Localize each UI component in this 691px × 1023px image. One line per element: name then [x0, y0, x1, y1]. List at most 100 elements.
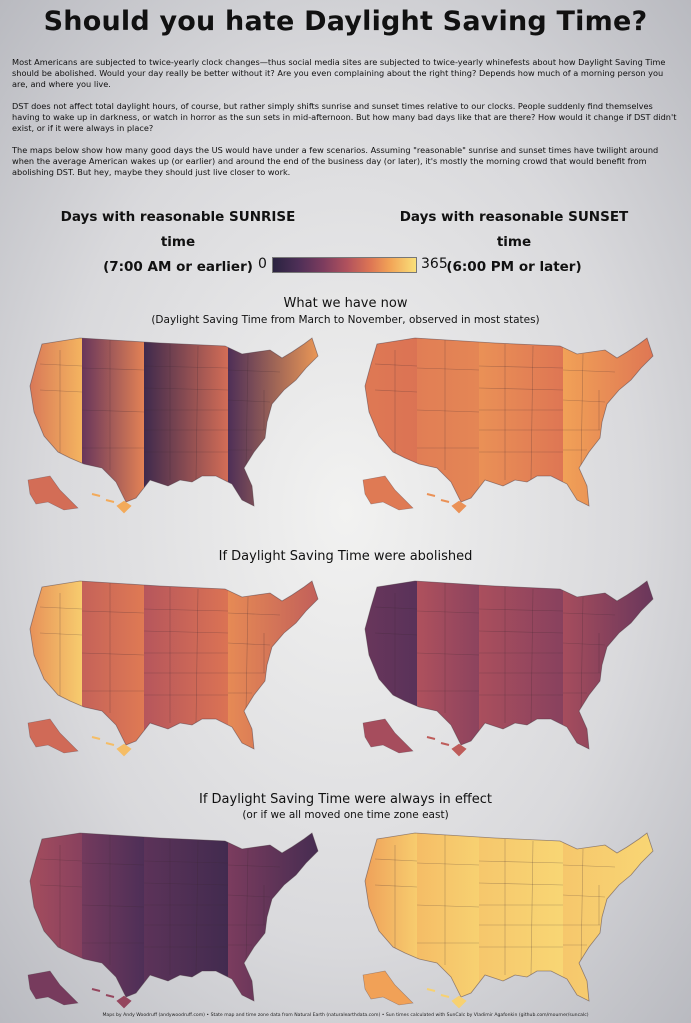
contiguous-us — [365, 581, 653, 749]
map-always-sunrise — [27, 832, 319, 1009]
state-border — [374, 884, 418, 888]
state-border — [39, 606, 83, 610]
us-outline — [29, 337, 319, 507]
alaska — [27, 970, 79, 1006]
state-border — [81, 652, 145, 656]
state-border — [143, 882, 229, 886]
state-border — [530, 840, 534, 976]
state-border — [478, 630, 564, 634]
time-zone-eastern — [563, 338, 653, 506]
page-title: Should you hate Daylight Saving Time? — [43, 6, 648, 37]
state-border — [416, 610, 480, 614]
state-border — [580, 848, 584, 966]
state-border — [81, 409, 145, 413]
time-zone-eastern — [563, 833, 653, 1001]
state-border — [39, 858, 83, 862]
map-abolished-sunrise — [27, 580, 319, 757]
section-subtitle-now: (Daylight Saving Time from March to Nove… — [151, 314, 540, 326]
contiguous-us — [30, 338, 318, 506]
state-border — [562, 399, 606, 403]
state-border — [227, 399, 271, 403]
time-zone-central — [479, 338, 563, 506]
time-zone-eastern — [563, 581, 653, 749]
state-border — [227, 894, 271, 898]
state-border — [81, 367, 145, 371]
intro-paragraph: The maps below show how many good days t… — [12, 145, 659, 177]
state-border — [562, 369, 616, 373]
us-outline — [364, 832, 654, 1002]
sunrise-column-heading: Days with reasonable SUNRISE time (7:00 … — [48, 205, 308, 280]
state-border — [195, 588, 199, 724]
state-border — [143, 630, 229, 634]
time-zone-mountain — [82, 338, 144, 506]
legend-max-label: 365 — [421, 256, 448, 272]
state-border — [478, 365, 564, 369]
alaska — [362, 475, 414, 511]
state-border — [416, 367, 480, 371]
state-border — [562, 642, 606, 646]
us-outline — [29, 832, 319, 1002]
state-border — [143, 860, 229, 864]
hawaii — [426, 493, 467, 514]
legend-color-ramp — [272, 257, 417, 273]
state-border — [416, 409, 480, 413]
state-border — [39, 884, 83, 888]
us-outline — [364, 337, 654, 507]
state-border — [562, 894, 606, 898]
contiguous-us — [30, 833, 318, 1001]
state-border — [374, 858, 418, 862]
sunset-column-heading: Days with reasonable SUNSET time (6:00 P… — [384, 205, 644, 280]
section-title-always: If Daylight Saving Time were always in e… — [198, 792, 493, 807]
state-border — [245, 596, 249, 714]
section-title-abolished: If Daylight Saving Time were abolished — [218, 549, 473, 564]
time-zone-eastern — [228, 338, 318, 506]
alaska — [27, 475, 79, 511]
state-border — [416, 862, 480, 866]
state-border — [374, 606, 418, 610]
contiguous-us — [30, 581, 318, 749]
intro-text: Most Americans are subjected to twice-ye… — [12, 57, 679, 189]
time-zone-central — [144, 581, 228, 749]
map-abolished-sunset — [362, 580, 654, 757]
state-border — [530, 345, 534, 481]
state-border — [195, 840, 199, 976]
intro-paragraph: Most Americans are subjected to twice-ye… — [12, 57, 666, 89]
state-border — [143, 608, 229, 612]
time-zone-mountain — [82, 833, 144, 1001]
legend-min-label: 0 — [258, 256, 267, 272]
state-border — [81, 862, 145, 866]
contiguous-us — [365, 833, 653, 1001]
alaska — [27, 718, 79, 754]
state-border — [227, 864, 281, 868]
state-border — [195, 345, 199, 481]
state-border — [374, 363, 418, 367]
state-border — [416, 652, 480, 656]
time-zone-eastern — [228, 581, 318, 749]
time-zone-central — [479, 833, 563, 1001]
sunset-heading-line2: (6:00 PM or later) — [446, 259, 582, 275]
state-border — [416, 904, 480, 908]
state-border — [227, 612, 281, 616]
state-border — [562, 612, 616, 616]
state-border — [143, 387, 229, 391]
us-outline — [29, 580, 319, 750]
state-border — [227, 369, 281, 373]
state-border — [478, 882, 564, 886]
state-border — [478, 860, 564, 864]
time-zone-central — [479, 581, 563, 749]
sunrise-heading-line1: Days with reasonable SUNRISE time — [60, 209, 296, 250]
time-zone-central — [144, 833, 228, 1001]
hawaii — [91, 736, 132, 757]
state-border — [39, 363, 83, 367]
map-always-sunset — [362, 832, 654, 1009]
time-zone-eastern — [228, 833, 318, 1001]
state-border — [478, 387, 564, 391]
state-border — [245, 848, 249, 966]
color-legend: 0 365 — [258, 255, 448, 273]
state-border — [81, 610, 145, 614]
section-title-now: What we have now — [283, 296, 408, 311]
state-border — [580, 353, 584, 471]
state-border — [530, 588, 534, 724]
contiguous-us — [365, 338, 653, 506]
alaska — [362, 970, 414, 1006]
